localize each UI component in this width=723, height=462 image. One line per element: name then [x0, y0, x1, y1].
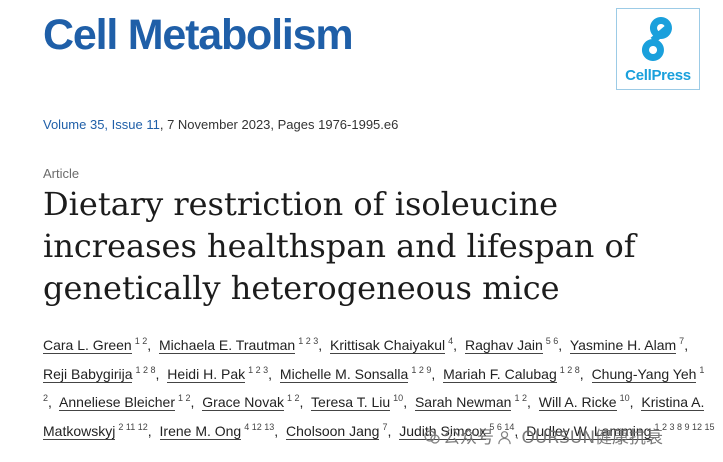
author-name-link[interactable]: Michelle M. Sonsalla	[279, 365, 409, 383]
watermark: 公众号 · OURSUN健康抗衰	[424, 423, 663, 448]
cellpress-logo[interactable]: CellPress	[616, 8, 700, 90]
author-name-link[interactable]: Raghav Jain	[464, 337, 543, 354]
cellpress-logo-text: CellPress	[625, 67, 691, 84]
author-affiliations: 1 2 3 8 9 12 15	[654, 421, 715, 432]
author-name-link[interactable]: Grace Novak	[202, 394, 284, 411]
author-name-link[interactable]: Irene M. Ong	[159, 422, 242, 440]
author-item: Cholsoon Jang 7,	[286, 421, 395, 440]
author-affiliations: 1 2 8	[559, 364, 580, 375]
journal-title[interactable]: Cell Metabolism	[43, 11, 354, 59]
user-icon	[498, 431, 511, 445]
author-name-link[interactable]: Heidi H. Pak	[167, 365, 246, 383]
watermark-dot: ·	[515, 431, 520, 447]
author-affiliations: 4 12 13	[244, 421, 275, 432]
author-separator: ,	[514, 422, 519, 439]
author-affiliations: 1 2 8	[135, 364, 156, 375]
watermark-prefix: 公众号	[443, 428, 494, 448]
author-name-link[interactable]: Judith Simcox	[399, 422, 487, 440]
author-separator: ,	[318, 337, 323, 353]
author-item: Teresa T. Liu 10,	[311, 393, 411, 411]
author-name-link[interactable]: Mariah F. Calubag	[443, 365, 557, 383]
author-affiliations: 10	[619, 393, 630, 403]
author-name-link[interactable]: Teresa T. Liu	[311, 394, 391, 411]
author-affiliations: 1 2	[134, 336, 148, 346]
author-item: Chung-Yang Yeh 1 2,	[43, 364, 705, 411]
author-separator: ,	[274, 422, 279, 439]
author-separator: ,	[431, 365, 436, 382]
author-affiliations: 1 2	[514, 393, 527, 403]
author-separator: ,	[299, 394, 304, 410]
article-title: Dietary restriction of isoleucine increa…	[43, 185, 636, 307]
author-item: Anneliese Bleicher 1 2,	[59, 393, 198, 411]
author-name-link[interactable]: Krittisak Chaiyakul	[330, 337, 446, 354]
author-name-link[interactable]: Cholsoon Jang	[286, 422, 380, 440]
author-separator: ,	[629, 394, 634, 410]
author-affiliations: 5 6	[545, 336, 559, 346]
author-list: Cara L. Green 1 2, Michaela E. Trautman 1 …	[43, 329, 715, 443]
author-separator: ,	[147, 337, 152, 353]
author-item: Michelle M. Sonsalla 1 2 9,	[279, 364, 439, 383]
author-name-link[interactable]: Michaela E. Trautman	[159, 337, 296, 354]
citation-details: , 7 November 2023, Pages 1976-1995.e6	[159, 117, 399, 132]
author-item: Cara L. Green 1 2,	[43, 336, 155, 354]
author-item: Yasmine H. Alam 7,	[569, 336, 692, 354]
author-affiliations: 5 6 14	[489, 421, 515, 432]
author-separator: ,	[190, 394, 195, 410]
author-separator: ,	[48, 394, 52, 410]
author-separator: ,	[268, 365, 273, 382]
article-type: Article	[43, 166, 80, 181]
author-item: Michaela E. Trautman 1 2 3,	[159, 336, 326, 354]
citation-line: Volume 35, Issue 11, 7 November 2023, Pa…	[43, 117, 398, 132]
author-item: Irene M. Ong 4 12 13,	[159, 421, 283, 440]
author-separator: ,	[387, 422, 392, 439]
author-item: Will A. Ricke 10,	[538, 393, 638, 411]
author-affiliations: 2 11 12	[118, 421, 148, 432]
author-item: Raghav Jain 5 6,	[464, 336, 566, 354]
author-affiliations: 1 2	[287, 393, 300, 403]
author-separator: ,	[147, 422, 152, 439]
author-separator: ,	[155, 365, 160, 382]
author-item: Sarah Newman 1 2,	[414, 393, 535, 411]
volume-issue-link[interactable]: Volume 35, Issue 11	[43, 117, 160, 132]
author-name-link[interactable]: Anneliese Bleicher	[59, 394, 175, 411]
cellpress-mark-icon	[641, 17, 672, 61]
author-affiliations: 1 2 9	[411, 364, 432, 375]
author-affiliations: 7	[679, 336, 685, 346]
author-name-link[interactable]: Cara L. Green	[43, 337, 132, 354]
author-name-link[interactable]: Reji Babygirija	[43, 365, 133, 383]
author-name-link[interactable]: Chung-Yang Yeh	[591, 365, 697, 383]
author-affiliations: 1 2	[178, 393, 191, 403]
author-item: Dudley W. Lamming 1 2 3 8 9 12 15	[526, 421, 715, 440]
author-separator: ,	[526, 394, 531, 410]
author-separator: ,	[403, 394, 408, 410]
author-item: Krittisak Chaiyakul 4,	[330, 336, 461, 354]
wechat-icon	[424, 430, 440, 444]
watermark-account: OURSUN健康抗衰	[521, 428, 664, 448]
author-affiliations: 1 2 3	[298, 336, 319, 346]
author-name-link[interactable]: Yasmine H. Alam	[569, 337, 677, 354]
author-item: Reji Babygirija 1 2 8,	[43, 364, 163, 383]
author-affiliations: 4	[448, 336, 454, 346]
author-name-link[interactable]: Sarah Newman	[414, 394, 512, 411]
author-item: Grace Novak 1 2,	[202, 393, 307, 411]
author-name-link[interactable]: Kristina A. Matkowskyj	[43, 394, 705, 440]
author-name-link[interactable]: Will A. Ricke	[538, 394, 617, 411]
author-affiliations: 7	[382, 421, 388, 432]
author-separator: ,	[453, 337, 458, 353]
author-affiliations: 10	[393, 393, 404, 403]
author-name-link[interactable]: Dudley W. Lamming	[526, 422, 652, 440]
author-separator: ,	[684, 337, 689, 353]
author-affiliations: 1 2 3	[248, 364, 269, 375]
author-item: Mariah F. Calubag 1 2 8,	[443, 364, 588, 383]
author-item: Kristina A. Matkowskyj 2 11 12,	[43, 394, 705, 440]
author-item: Judith Simcox 5 6 14,	[399, 421, 522, 440]
author-separator: ,	[558, 337, 563, 353]
author-item: Heidi H. Pak 1 2 3,	[167, 364, 276, 383]
author-affiliations: 1 2	[43, 364, 705, 404]
author-separator: ,	[579, 365, 584, 382]
